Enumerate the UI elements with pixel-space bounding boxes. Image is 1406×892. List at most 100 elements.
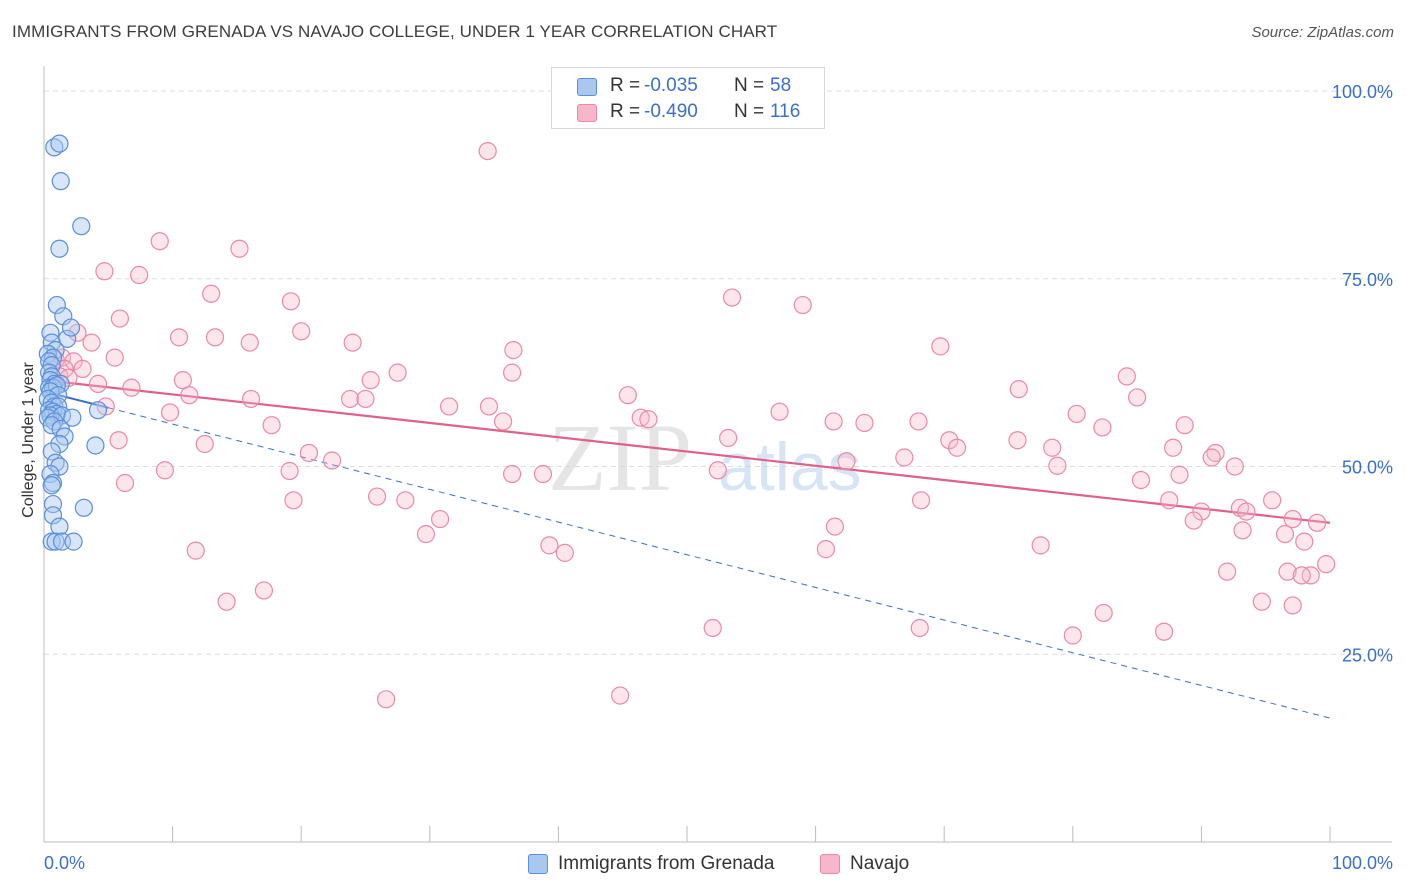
- grid-lines: [44, 90, 1392, 655]
- data-point-grenada: [50, 434, 69, 454]
- legend-label-grenada: Immigrants from Grenada: [558, 853, 775, 874]
- data-point-navajo: [824, 412, 843, 431]
- legend-label-navajo: Navajo: [850, 853, 910, 874]
- y-axis-label: College, Under 1 year: [20, 362, 37, 518]
- data-point-navajo: [130, 265, 149, 285]
- data-point-navajo: [150, 232, 169, 251]
- data-point-navajo: [631, 408, 650, 427]
- data-point-navajo: [284, 491, 303, 510]
- legend-row-grenada: R = -0.035 N = 58: [552, 75, 824, 101]
- data-point-navajo: [160, 403, 180, 422]
- data-point-navajo: [322, 451, 342, 470]
- data-point-navajo: [1160, 491, 1179, 510]
- y-tick-label: 75.0%: [1342, 270, 1393, 290]
- n-label: N =: [734, 101, 765, 122]
- data-point-grenada: [63, 408, 82, 427]
- watermark: ZIP atlas: [548, 404, 862, 511]
- data-point-grenada: [42, 476, 61, 495]
- data-point-navajo: [533, 464, 553, 484]
- data-point-navajo: [1263, 491, 1282, 510]
- data-point-navajo: [1063, 626, 1082, 645]
- legend-swatch-grenada: [577, 78, 597, 96]
- watermark-atlas: atlas: [718, 429, 862, 505]
- data-point-grenada: [88, 401, 108, 420]
- data-point-navajo: [1218, 562, 1237, 581]
- data-point-navajo: [439, 397, 459, 416]
- data-point-navajo: [376, 690, 396, 709]
- data-point-navajo: [1292, 566, 1311, 585]
- data-point-navajo: [240, 333, 259, 352]
- data-point-navajo: [1252, 592, 1271, 611]
- data-point-navajo: [262, 416, 281, 435]
- data-point-navajo: [343, 333, 362, 352]
- data-point-navajo: [478, 141, 497, 161]
- data-point-navajo: [708, 461, 727, 480]
- legend-swatch-grenada: [528, 854, 548, 874]
- data-point-navajo: [1237, 502, 1256, 521]
- y-tick-label: 25.0%: [1342, 645, 1393, 665]
- data-point-navajo: [611, 686, 630, 705]
- data-point-navajo: [1009, 380, 1028, 399]
- data-point-navajo: [722, 288, 742, 307]
- data-point-navajo: [719, 428, 738, 448]
- data-point-navajo: [940, 431, 959, 450]
- data-point-navajo: [895, 448, 914, 467]
- data-point-navajo: [1275, 524, 1295, 544]
- data-point-navajo: [356, 389, 375, 409]
- x-tick-label: 100.0%: [1332, 853, 1393, 873]
- data-point-navajo: [618, 386, 637, 405]
- data-point-navajo: [1202, 448, 1221, 467]
- data-point-navajo: [555, 543, 574, 562]
- data-point-navajo: [504, 341, 523, 360]
- data-point-navajo: [155, 461, 174, 480]
- legend-swatch-navajo: [577, 104, 597, 122]
- data-point-navajo: [1048, 456, 1067, 475]
- data-point-grenada: [64, 532, 83, 551]
- data-point-navajo: [1094, 603, 1113, 623]
- data-point-grenada: [51, 172, 70, 191]
- data-point-grenada: [61, 318, 81, 337]
- data-point-grenada: [50, 517, 69, 536]
- r-value: -0.490: [644, 101, 698, 122]
- data-point-navajo: [1225, 457, 1244, 476]
- data-point-navajo: [186, 541, 205, 560]
- data-point-navajo: [1308, 513, 1327, 532]
- data-point-grenada: [58, 329, 77, 348]
- source-label: Source: ZipAtlas.com: [1251, 24, 1394, 41]
- x-tick-label: 0.0%: [44, 853, 85, 873]
- y-tick-label: 100.0%: [1332, 82, 1393, 102]
- data-point-navajo: [1067, 404, 1086, 424]
- data-point-navajo: [195, 434, 214, 454]
- y-axis-label-wrap: College, Under 1 year: [14, 300, 44, 580]
- data-point-navajo: [361, 371, 380, 390]
- data-point-navajo: [1184, 511, 1203, 530]
- data-point-navajo: [416, 524, 436, 544]
- data-point-navajo: [169, 328, 189, 347]
- data-point-navajo: [280, 461, 299, 481]
- n-label: N =: [734, 75, 765, 96]
- legend-swatch-navajo: [820, 854, 840, 874]
- data-point-navajo: [82, 333, 101, 352]
- data-point-navajo: [793, 295, 812, 315]
- data-point-navajo: [281, 292, 301, 311]
- data-point-navajo: [1031, 536, 1050, 555]
- data-point-navajo: [825, 517, 844, 536]
- data-point-navajo: [1164, 438, 1183, 457]
- data-point-navajo: [639, 410, 658, 429]
- data-point-navajo: [396, 491, 415, 510]
- r-label: R =: [610, 101, 641, 122]
- r-label: R =: [610, 75, 641, 96]
- data-point-navajo: [837, 452, 856, 471]
- data-point-navajo: [947, 438, 967, 457]
- data-point-navajo: [1008, 431, 1027, 450]
- y-tick-label: 50.0%: [1342, 458, 1393, 478]
- r-value: -0.035: [644, 75, 698, 96]
- data-point-grenada: [72, 217, 91, 236]
- data-point-navajo: [931, 337, 950, 356]
- data-point-navajo: [95, 262, 114, 281]
- data-point-grenada: [42, 416, 61, 435]
- data-point-navajo: [494, 412, 513, 431]
- data-point-grenada: [74, 498, 93, 517]
- data-point-navajo: [73, 359, 92, 378]
- data-point-navajo: [105, 348, 124, 367]
